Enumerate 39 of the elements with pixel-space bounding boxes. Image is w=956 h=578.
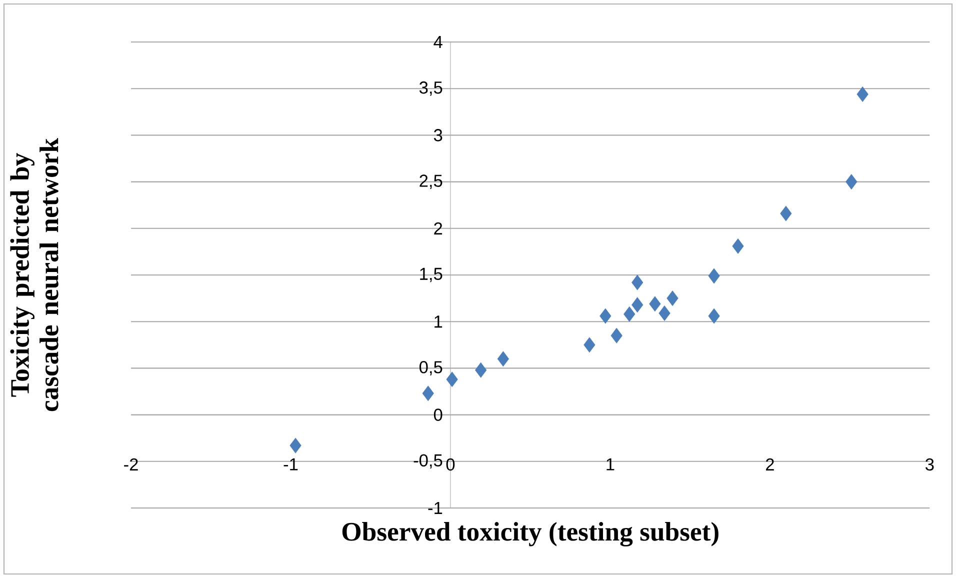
point xyxy=(632,297,644,312)
point xyxy=(632,274,644,290)
point xyxy=(290,438,302,454)
y-tick-label: -0,5 xyxy=(414,454,442,469)
y-tick-label: 0 xyxy=(434,408,442,421)
y-tick-label: 4 xyxy=(434,36,442,48)
x-tick-label: 3 xyxy=(926,458,934,471)
point xyxy=(846,174,858,190)
y-tick-label: 1 xyxy=(434,316,442,328)
x-tick-label: 1 xyxy=(606,458,614,470)
point xyxy=(708,308,720,324)
point xyxy=(446,372,458,387)
x-tick-label: -2 xyxy=(124,458,138,470)
x-tick-label: 2 xyxy=(766,458,774,470)
point xyxy=(658,306,670,321)
point xyxy=(600,308,612,324)
point xyxy=(666,290,678,306)
y-tick-label: 3,5 xyxy=(419,81,442,96)
point xyxy=(780,206,792,222)
y-tick-label: -1 xyxy=(428,502,442,514)
x-axis-title: Observed toxicity (testing subset) xyxy=(342,522,718,546)
y-tick-label: 2,5 xyxy=(420,174,442,189)
point xyxy=(649,296,661,312)
y-tick-label: 0,5 xyxy=(419,361,442,376)
y-tick-label: 3 xyxy=(434,129,442,142)
point xyxy=(475,362,487,378)
point xyxy=(856,86,868,102)
point xyxy=(422,386,434,401)
point xyxy=(584,337,596,353)
point xyxy=(708,268,720,284)
y-axis-title: Toxicity predicted by cascade neural network xyxy=(10,138,58,412)
y-tick-label: 2 xyxy=(434,222,442,234)
point xyxy=(610,328,622,344)
x-tick-label: -1 xyxy=(284,458,298,470)
point xyxy=(497,351,509,366)
point xyxy=(732,238,744,254)
y-tick-label: 1,5 xyxy=(420,268,442,282)
point xyxy=(624,306,636,322)
x-tick-label: 0 xyxy=(446,458,455,471)
